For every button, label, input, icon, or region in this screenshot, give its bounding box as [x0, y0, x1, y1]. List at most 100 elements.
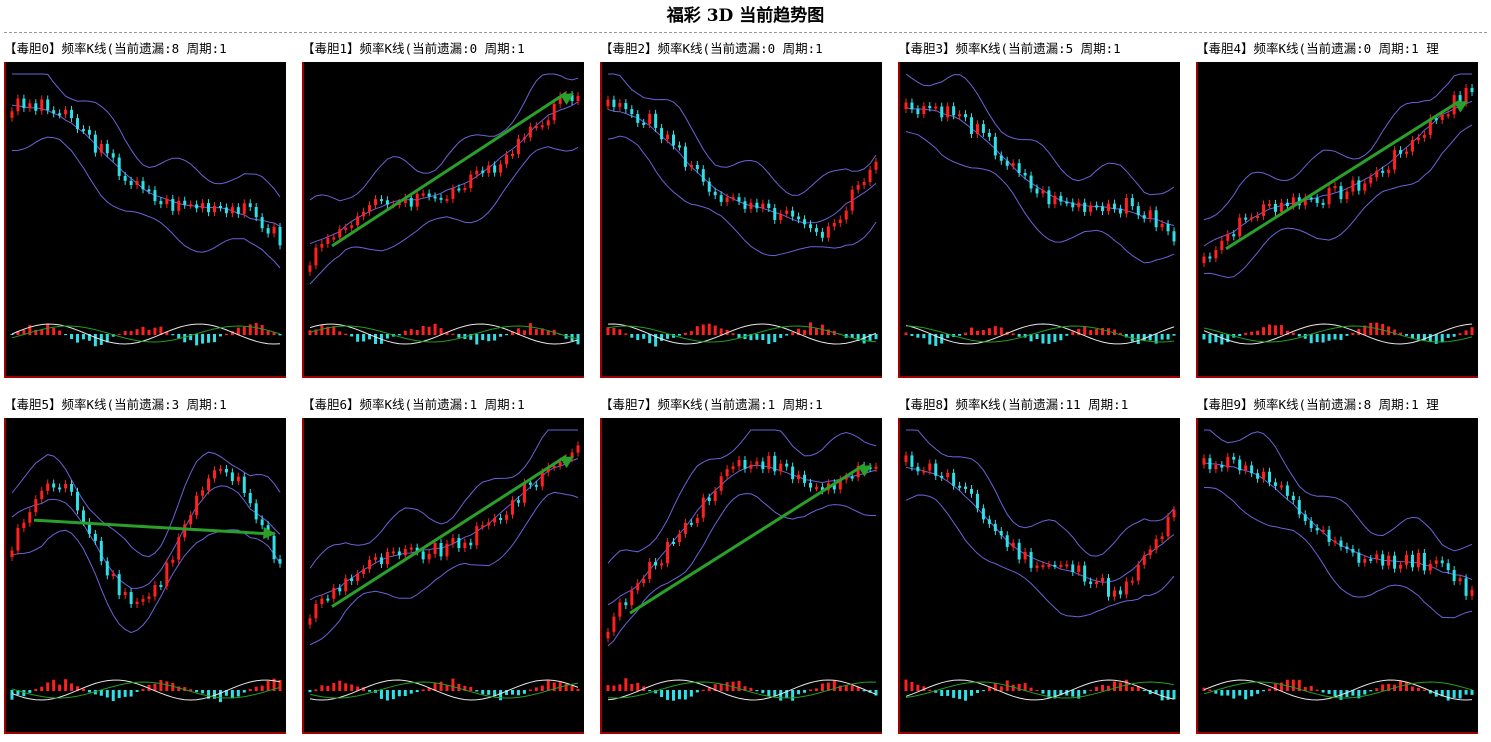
indicator-bar — [737, 680, 741, 691]
down-candle — [439, 543, 443, 557]
down-candle — [52, 483, 56, 488]
indicator-bar — [493, 334, 497, 341]
indicator-bar — [1148, 334, 1152, 341]
up-candle — [195, 495, 199, 516]
down-candle — [338, 587, 342, 592]
chart-panel-2[interactable]: 【毒胆2】频率K线(当前遗漏:0 周期:1 — [600, 36, 896, 378]
up-candle — [749, 464, 753, 469]
up-candle — [844, 476, 848, 480]
indicator-bar — [129, 331, 133, 335]
up-candle — [469, 174, 473, 189]
up-candle — [1363, 183, 1367, 191]
indicator-bar — [987, 686, 991, 691]
down-candle — [1029, 175, 1033, 189]
up-candle — [725, 469, 729, 477]
indicator-bar — [1321, 334, 1325, 343]
k-line-chart[interactable] — [302, 62, 584, 378]
up-candle — [1065, 564, 1069, 567]
k-line-chart[interactable] — [4, 418, 286, 734]
indicator-bar — [487, 334, 491, 342]
up-candle — [516, 138, 520, 154]
indicator-bar — [791, 332, 795, 335]
k-line-chart[interactable] — [898, 418, 1180, 734]
chart-panel-3[interactable]: 【毒胆3】频率K线(当前遗漏:5 周期:1 — [898, 36, 1194, 378]
up-candle — [540, 125, 544, 128]
upper-band-line — [309, 429, 578, 569]
indicator-bar — [368, 334, 372, 340]
k-line-chart[interactable] — [1196, 62, 1478, 378]
indicator-bar — [779, 334, 783, 338]
chart-panel-9[interactable]: 【毒胆9】频率K线(当前遗漏:8 周期:1 理 — [1196, 392, 1491, 734]
up-candle — [1220, 240, 1224, 251]
up-candle — [1434, 560, 1438, 564]
indicator-bar — [451, 333, 455, 335]
panel-header: 【毒胆7】频率K线(当前遗漏:1 周期:1 — [600, 392, 896, 418]
down-candle — [195, 204, 199, 209]
indicator-bar — [481, 690, 485, 695]
chart-panel-1[interactable]: 【毒胆1】频率K线(当前遗漏:0 周期:1 — [302, 36, 598, 378]
indicator-bar — [87, 690, 91, 693]
indicator-bar — [987, 328, 991, 335]
down-candle — [242, 476, 246, 494]
up-candle — [666, 134, 670, 140]
indicator-bar — [224, 333, 228, 335]
indicator-bar — [1410, 686, 1414, 691]
up-candle — [1136, 564, 1140, 581]
indicator-bar — [511, 690, 514, 695]
indicator-fast-line — [1203, 679, 1473, 701]
k-line-chart[interactable] — [600, 62, 882, 378]
down-candle — [820, 231, 824, 238]
indicator-bar — [952, 690, 956, 698]
chart-panel-4[interactable]: 【毒胆4】频率K线(当前遗漏:0 周期:1 理 — [1196, 36, 1491, 378]
down-candle — [439, 197, 443, 200]
indicator-bar — [1065, 690, 1069, 696]
indicator-bar — [409, 690, 413, 694]
middle-band-line — [607, 464, 877, 606]
chart-panel-5[interactable]: 【毒胆5】频率K线(当前遗漏:3 周期:1 — [4, 392, 300, 734]
down-candle — [689, 522, 693, 525]
chart-panel-6[interactable]: 【毒胆6】频率K线(当前遗漏:1 周期:1 — [302, 392, 598, 734]
k-line-chart[interactable] — [600, 418, 882, 734]
up-candle — [928, 463, 932, 471]
up-candle — [314, 603, 318, 619]
indicator-bar — [910, 334, 914, 336]
down-candle — [183, 200, 187, 205]
down-candle — [1053, 564, 1057, 567]
chart-panel-0[interactable]: 【毒胆0】频率K线(当前遗漏:8 周期:1 — [4, 36, 300, 378]
down-candle — [1029, 551, 1033, 568]
trend-arrow-line — [331, 91, 567, 248]
indicator-bar — [22, 690, 26, 697]
indicator-bar — [451, 678, 455, 691]
indicator-bar — [1172, 690, 1176, 700]
down-candle — [630, 109, 634, 115]
up-candle — [648, 113, 652, 124]
k-line-chart[interactable] — [4, 62, 286, 378]
indicator-bar — [970, 690, 973, 696]
up-candle — [558, 461, 562, 466]
down-candle — [636, 114, 640, 123]
up-candle — [28, 512, 32, 523]
up-candle — [326, 238, 330, 244]
down-candle — [707, 497, 711, 502]
chart-panel-8[interactable]: 【毒胆8】频率K线(当前遗漏:11 周期:1 — [898, 392, 1194, 734]
k-line-chart[interactable] — [1196, 418, 1478, 734]
down-candle — [803, 474, 807, 483]
chart-panel-7[interactable]: 【毒胆7】频率K线(当前遗漏:1 周期:1 — [600, 392, 896, 734]
indicator-slow-line — [309, 681, 579, 699]
up-candle — [1166, 517, 1170, 537]
up-candle — [1214, 250, 1218, 259]
up-candle — [546, 466, 550, 473]
down-candle — [117, 574, 121, 596]
up-candle — [1226, 456, 1230, 468]
indicator-bar — [28, 690, 32, 693]
indicator-bar — [487, 690, 491, 695]
up-candle — [141, 598, 145, 602]
indicator-bar — [189, 689, 193, 691]
trend-arrow-line — [629, 463, 865, 615]
up-candle — [1345, 191, 1349, 200]
k-line-chart[interactable] — [302, 418, 584, 734]
indicator-bar — [928, 334, 932, 345]
upper-band-line — [906, 429, 1175, 557]
k-line-chart[interactable] — [898, 62, 1180, 378]
indicator-bar — [624, 333, 628, 335]
